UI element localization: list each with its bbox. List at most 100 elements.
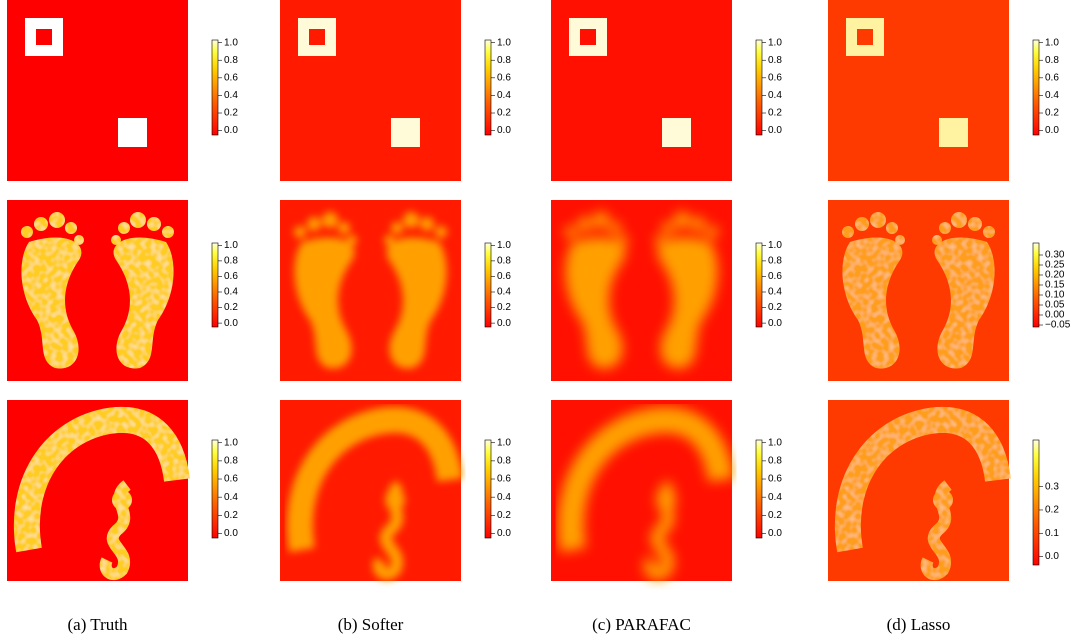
colorbar-tick-label: 0.2 xyxy=(497,108,511,119)
colorbar-tick-label: 0.2 xyxy=(497,302,511,313)
foot xyxy=(294,237,355,369)
colorbar-tick-label: 0.0 xyxy=(1045,125,1059,136)
colorbar-tick-label: 0.00 xyxy=(1045,310,1065,321)
square xyxy=(939,118,968,147)
colorbar-tick-label: 1.0 xyxy=(497,437,511,448)
colorbar-tick-label: 0.6 xyxy=(1045,72,1059,83)
toe xyxy=(322,212,338,228)
toe xyxy=(939,222,951,234)
toe xyxy=(895,235,905,245)
colorbar-tick-label: 1.0 xyxy=(497,240,511,251)
square xyxy=(118,118,147,147)
pattern xyxy=(834,406,1011,581)
colorbar-tick-label: 0.2 xyxy=(497,510,511,521)
toe xyxy=(674,212,690,228)
colorbar-tick-label: 0.6 xyxy=(768,271,782,282)
colorbar-tick-label: 0.3 xyxy=(1045,481,1059,492)
colorbar-tick-label: 0.1 xyxy=(1045,528,1059,539)
colorbar-tick-label: 0.2 xyxy=(224,510,238,521)
colorbar-tick-label: 0.2 xyxy=(224,302,238,313)
heatmap xyxy=(551,0,732,181)
colorbar-tick-label: 0.4 xyxy=(768,90,782,101)
toe xyxy=(307,217,321,231)
caption: (d) Lasso xyxy=(887,615,951,634)
colorbar-tick-label: 0.0 xyxy=(224,125,238,136)
colorbar xyxy=(1032,439,1040,566)
toe xyxy=(403,212,419,228)
toe xyxy=(932,235,942,245)
colorbar-tick-label: 0.4 xyxy=(497,90,511,101)
colorbar-tick-label: 0.2 xyxy=(768,510,782,521)
toe xyxy=(706,226,718,238)
colorbar-tick-label: 0.10 xyxy=(1045,290,1065,301)
square-hole xyxy=(580,29,596,45)
toe xyxy=(294,226,306,238)
toe xyxy=(130,212,146,228)
colorbar-tick-label: 0.0 xyxy=(768,318,782,329)
colorbar-tick-label: 0.8 xyxy=(497,256,511,267)
colorbar-tick-label: 0.6 xyxy=(497,72,511,83)
foot xyxy=(386,237,447,369)
colorbar xyxy=(484,242,492,328)
colorbar xyxy=(211,242,219,328)
heatmap xyxy=(280,200,461,381)
colorbar-tick-label: 0.20 xyxy=(1045,270,1065,281)
heatmap xyxy=(551,200,732,381)
heatmap xyxy=(828,0,1009,181)
toe xyxy=(338,222,350,234)
colorbar-tick-label: 0.4 xyxy=(497,287,511,298)
pattern xyxy=(557,406,734,581)
colorbar-tick-label: 0.6 xyxy=(224,72,238,83)
toe xyxy=(983,226,995,238)
toe xyxy=(842,226,854,238)
foot xyxy=(565,237,626,369)
toe xyxy=(391,222,403,234)
foot xyxy=(657,237,718,369)
pattern xyxy=(294,212,447,369)
toe xyxy=(34,217,48,231)
toe xyxy=(111,235,121,245)
heatmap xyxy=(7,200,188,381)
toe xyxy=(162,226,174,238)
colorbar-tick-label: 0.8 xyxy=(768,456,782,467)
foot xyxy=(21,237,82,369)
foot xyxy=(113,237,174,369)
toe xyxy=(578,217,592,231)
foot xyxy=(934,237,995,369)
colorbar xyxy=(211,439,219,539)
heatmap xyxy=(7,0,188,181)
square-hole xyxy=(857,29,873,45)
toe xyxy=(565,226,577,238)
toe xyxy=(49,212,65,228)
toe xyxy=(655,235,665,245)
toe xyxy=(618,235,628,245)
head xyxy=(112,490,132,510)
colorbar-tick-label: 0.0 xyxy=(497,528,511,539)
pattern xyxy=(565,212,718,369)
colorbar-tick-label: 0.05 xyxy=(1045,300,1065,311)
square-hole xyxy=(309,29,325,45)
caption: (b) Softer xyxy=(338,615,404,634)
colorbar-tick-label: 0.4 xyxy=(224,90,238,101)
toe xyxy=(65,222,77,234)
arc xyxy=(286,406,463,553)
toe xyxy=(347,235,357,245)
toe xyxy=(855,217,869,231)
colorbar-tick-label: 0.0 xyxy=(768,125,782,136)
toe xyxy=(420,217,434,231)
colorbar-tick-label: 0.8 xyxy=(224,456,238,467)
square-hole xyxy=(36,29,52,45)
colorbar xyxy=(755,439,763,539)
toe xyxy=(74,235,84,245)
colorbar-tick-label: 0.0 xyxy=(224,528,238,539)
colorbar-tick-label: 0.6 xyxy=(768,72,782,83)
colorbar-tick-label: 0.6 xyxy=(497,474,511,485)
toe xyxy=(609,222,621,234)
colorbar-tick-label: 0.8 xyxy=(768,55,782,66)
colorbar xyxy=(755,242,763,328)
arc xyxy=(13,406,190,553)
colorbar-tick-label: 0.30 xyxy=(1045,250,1065,261)
pattern xyxy=(842,212,995,369)
colorbar-tick-label: 1.0 xyxy=(768,37,782,48)
